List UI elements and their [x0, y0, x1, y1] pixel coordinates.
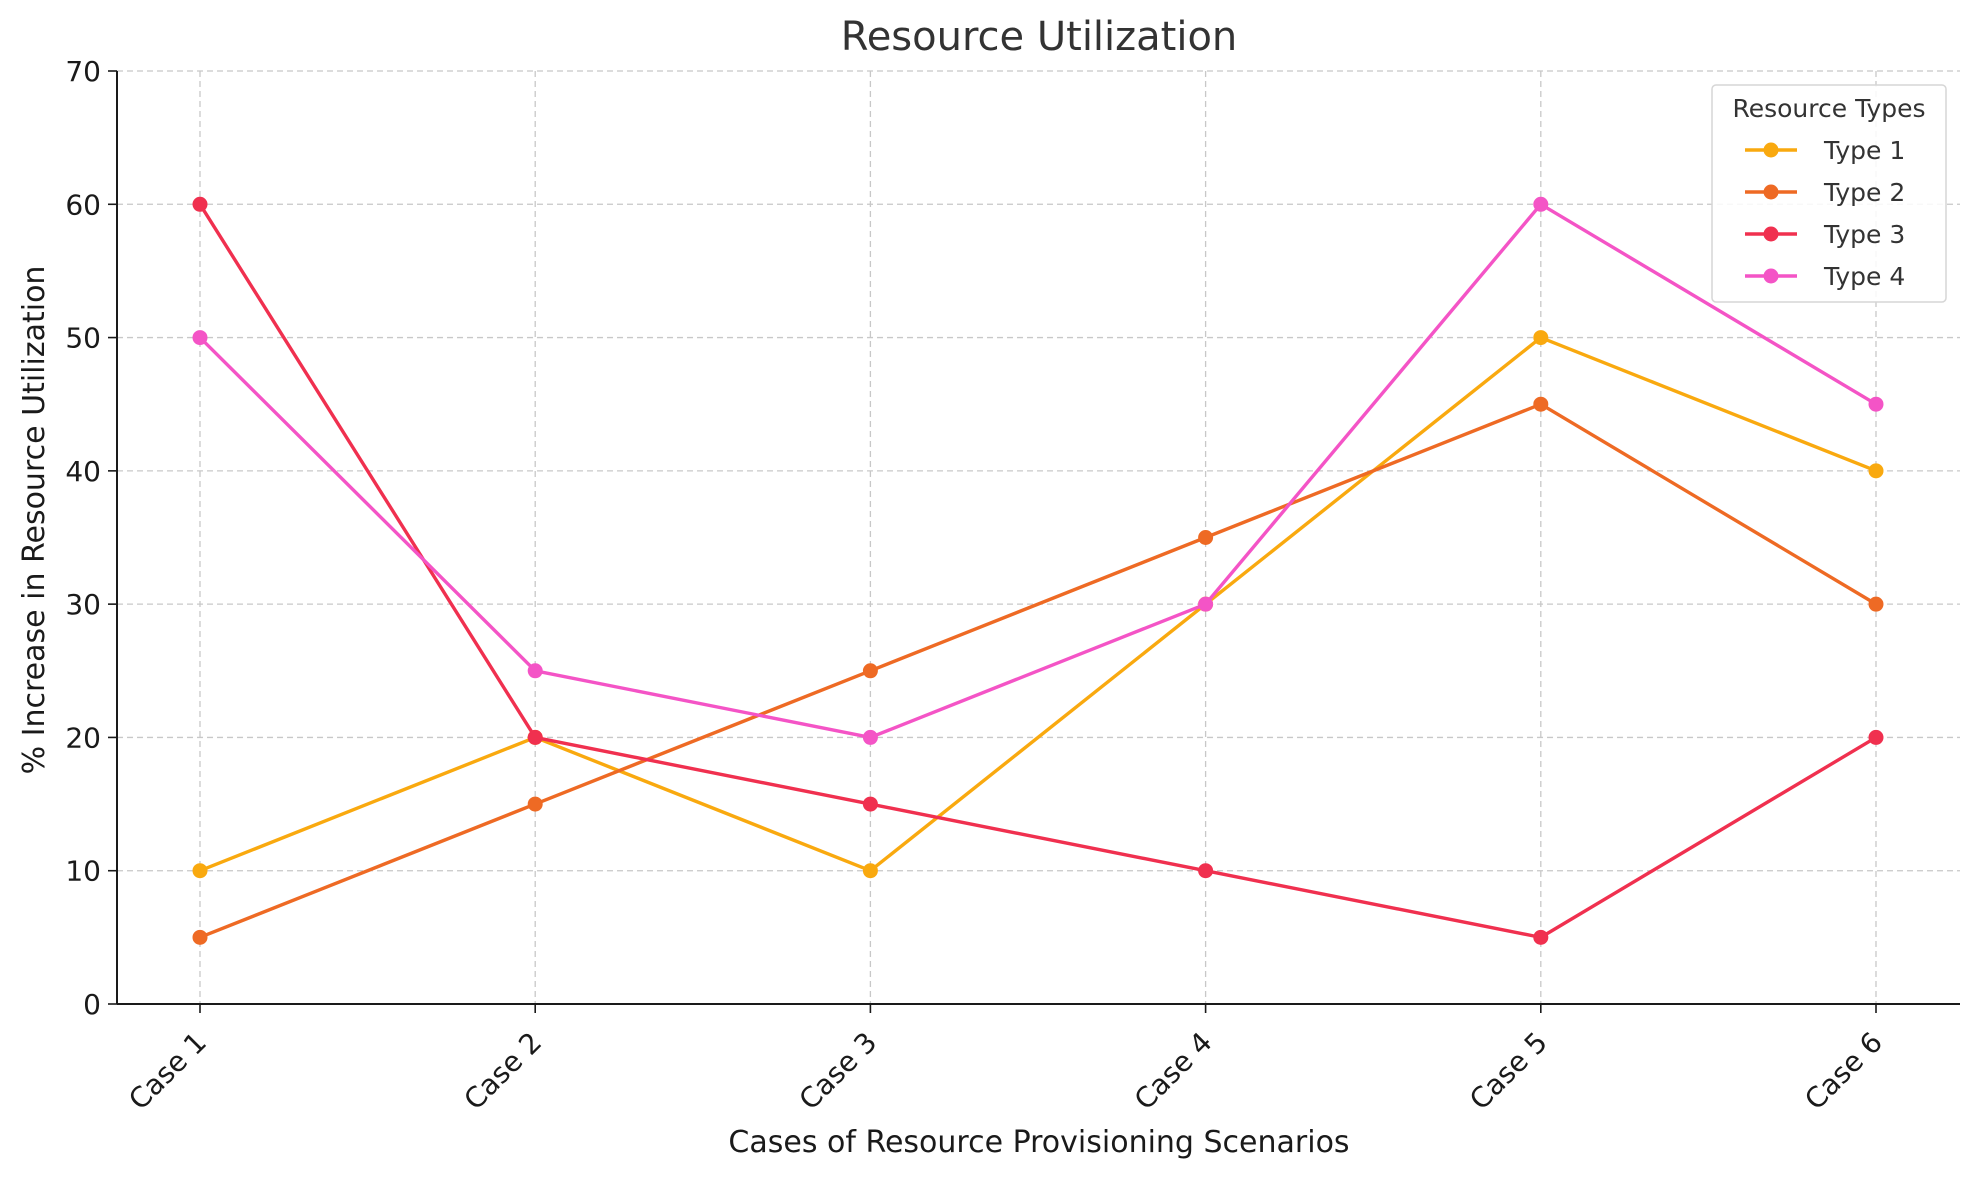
- data-point: [1533, 196, 1549, 212]
- data-point: [862, 663, 878, 679]
- legend: Resource Types Type 1 Type 2 Type 3 Type 4: [1711, 84, 1947, 303]
- data-point: [1198, 596, 1214, 612]
- chart-title: Resource Utilization: [841, 14, 1238, 60]
- y-tick-label: 60: [65, 188, 101, 221]
- data-point: [1533, 929, 1549, 945]
- legend-entry: Type 1: [1745, 136, 1905, 165]
- legend-marker: [1763, 268, 1779, 284]
- tick-labels: 0 10 20 30 40 50 60 70 Case 1 Case 2 Case 3 Case 4 C…: [65, 55, 1889, 1116]
- legend-label: Type 4: [1823, 262, 1905, 291]
- data-point: [527, 729, 543, 745]
- legend-label: Type 3: [1823, 220, 1905, 249]
- data-point: [1868, 396, 1884, 412]
- y-tick-label: 50: [65, 322, 101, 355]
- data-point: [192, 863, 208, 879]
- legend-title: Resource Types: [1732, 94, 1925, 123]
- data-point: [192, 929, 208, 945]
- data-point: [527, 663, 543, 679]
- data-point: [1868, 463, 1884, 479]
- series-line: [198, 402, 1878, 940]
- x-tick-label: Case 5: [1463, 1026, 1554, 1117]
- y-axis-title: % Increase in Resource Utilization: [17, 266, 52, 775]
- grid-lines: [117, 70, 1960, 1004]
- data-point: [862, 729, 878, 745]
- series-line: [198, 202, 1878, 740]
- data-point: [192, 196, 208, 212]
- x-axis-title: Cases of Resource Provisioning Scenarios: [728, 1125, 1349, 1160]
- series-type-4: [192, 196, 1884, 745]
- legend-entry: Type 2: [1745, 178, 1905, 207]
- legend-label: Type 2: [1823, 178, 1905, 207]
- data-point: [1868, 596, 1884, 612]
- x-tick-label: Case 3: [793, 1026, 884, 1117]
- legend-marker: [1763, 184, 1779, 200]
- legend-entries: Type 1 Type 2 Type 3 Type 4: [1745, 136, 1905, 291]
- series-lines: [192, 196, 1884, 945]
- y-tick-label: 70: [65, 55, 101, 88]
- data-point: [862, 863, 878, 879]
- data-point: [1533, 396, 1549, 412]
- x-tick-label: Case 4: [1128, 1026, 1219, 1117]
- y-tick-label: 10: [65, 855, 101, 888]
- legend-box: [1711, 84, 1947, 303]
- legend-marker: [1763, 226, 1779, 242]
- data-point: [1198, 863, 1214, 879]
- data-point: [1868, 729, 1884, 745]
- data-point: [192, 330, 208, 346]
- x-tick-label: Case 1: [122, 1026, 213, 1117]
- data-point: [1198, 530, 1214, 545]
- data-point: [527, 796, 543, 812]
- series-line: [198, 335, 1878, 873]
- legend-label: Type 1: [1823, 136, 1905, 165]
- legend-marker: [1763, 142, 1779, 158]
- data-point: [1533, 330, 1549, 346]
- legend-entry: Type 3: [1745, 220, 1905, 249]
- series-type-3: [192, 196, 1884, 945]
- legend-entry: Type 4: [1745, 262, 1905, 291]
- axes: [108, 70, 1960, 1013]
- series-line: [198, 202, 1878, 940]
- y-tick-label: 40: [65, 455, 101, 488]
- data-point: [862, 796, 878, 812]
- y-tick-label: 0: [83, 988, 101, 1021]
- x-tick-label: Case 2: [457, 1026, 548, 1117]
- x-tick-label: Case 6: [1798, 1026, 1889, 1117]
- series-type-2: [192, 396, 1884, 945]
- y-tick-label: 20: [65, 721, 101, 754]
- y-tick-label: 30: [65, 588, 101, 621]
